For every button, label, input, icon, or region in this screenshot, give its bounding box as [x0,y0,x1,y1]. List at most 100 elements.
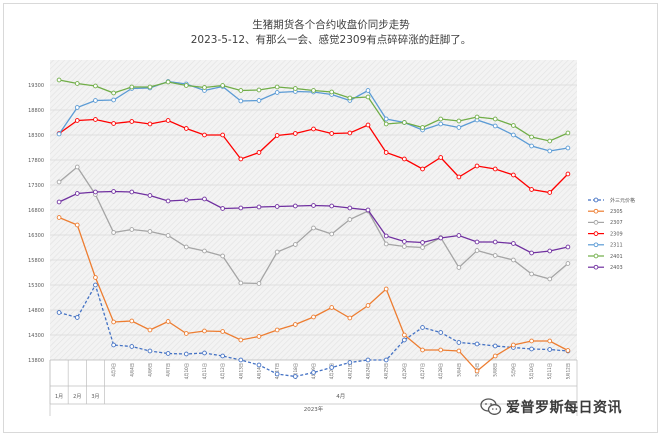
x-tick-label: 4月21日 [347,363,353,379]
data-point [129,119,135,124]
data-point [565,348,571,353]
data-point [492,253,498,258]
data-point [202,196,207,202]
data-point [474,341,480,347]
data-point [402,120,407,125]
data-point [492,343,498,349]
data-point [474,239,480,245]
data-point [147,193,153,198]
data-point [529,346,534,352]
data-point [456,125,462,130]
x-tick-label: 4月3日 [111,363,117,377]
legend-swatch-marker [593,197,599,203]
data-point [456,340,462,345]
data-point [474,163,480,169]
data-point [129,189,135,195]
data-point [220,253,225,259]
data-point [365,122,371,128]
legend-item: 外三元价格 [588,197,635,204]
data-point [420,125,425,130]
data-point [292,374,298,379]
data-point [238,98,244,104]
x-tick-label: 2月 [73,394,81,400]
data-point [565,171,571,177]
data-point [111,97,116,103]
data-point [147,327,153,333]
data-point [147,229,153,234]
data-point [238,337,244,343]
data-point [165,79,171,85]
data-point [129,344,135,349]
x-tick-label: 5月8日 [493,363,499,377]
data-point [474,248,480,253]
data-point [438,155,444,160]
data-point [402,337,407,343]
data-point [402,239,407,244]
data-point [274,84,280,90]
data-point [93,83,98,89]
data-point [329,305,335,310]
data-point [347,217,353,222]
data-point [165,351,171,356]
data-point [402,156,407,162]
data-point [183,331,189,336]
data-point [329,203,335,209]
data-point [111,121,116,126]
data-point [183,126,189,131]
data-point [256,334,262,339]
legend-swatch-marker [593,253,599,259]
data-point [129,227,135,232]
series-2305 [56,215,571,374]
data-point [492,239,498,245]
data-point [147,121,153,127]
data-point [165,118,171,123]
series-2309 [56,117,571,195]
data-point [202,85,207,90]
data-point [111,319,116,325]
data-point [311,370,316,375]
data-point [202,350,207,356]
x-tick-label: 4月10日 [184,363,190,379]
data-point [238,357,244,363]
data-point [93,117,98,122]
data-point [492,116,498,122]
data-point [347,315,353,321]
x-tick-label: 5月10日 [529,363,535,379]
data-point [438,116,444,122]
legend-label: 2401 [610,254,623,260]
data-point [256,87,262,93]
data-point [56,131,62,137]
data-point [529,187,534,192]
data-point [238,156,244,162]
x-tick-label: 4月12日 [220,363,226,379]
data-point [111,230,116,235]
data-point [74,105,80,110]
x-tick-label: 4月17日 [275,363,281,379]
data-point [438,330,444,335]
watermark: 爱普罗斯每日资讯 [480,396,622,418]
data-point [438,121,444,127]
data-point [74,118,80,123]
data-point [547,347,553,352]
data-point [220,329,225,334]
data-point [129,318,135,324]
legend-item: 2401 [588,253,623,260]
data-point [383,150,389,155]
data-point [165,233,171,238]
y-tick-label: 18800 [28,108,44,114]
data-point [529,338,534,344]
data-point [311,126,316,132]
x-tick-label: 5月4日 [456,363,462,377]
data-point [311,225,316,231]
data-point [56,179,62,185]
data-point [274,204,280,209]
data-point [365,94,371,100]
data-point [56,215,62,220]
data-point [565,130,571,136]
data-point [274,249,280,255]
legend-item: 2403 [588,264,623,271]
data-point [292,322,298,327]
data-point [383,233,389,239]
data-point [202,248,207,254]
data-point [383,121,389,127]
